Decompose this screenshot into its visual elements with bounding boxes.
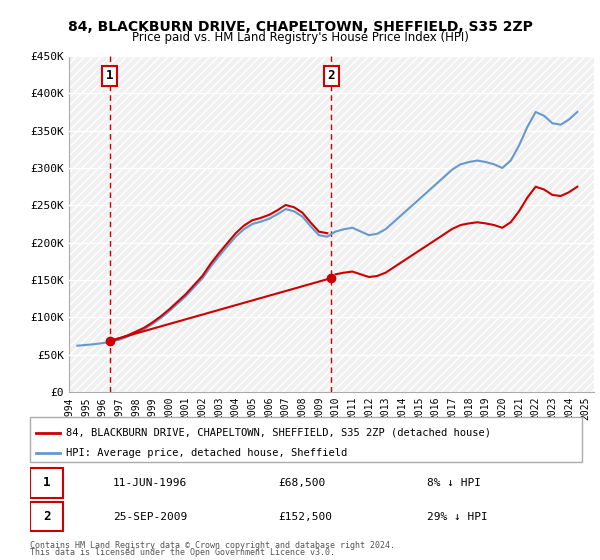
Text: HPI: Average price, detached house, Sheffield: HPI: Average price, detached house, Shef… <box>66 448 347 458</box>
Text: 2: 2 <box>328 69 335 82</box>
Text: 11-JUN-1996: 11-JUN-1996 <box>113 478 187 488</box>
Text: £68,500: £68,500 <box>278 478 326 488</box>
Text: 25-SEP-2009: 25-SEP-2009 <box>113 512 187 521</box>
Text: Contains HM Land Registry data © Crown copyright and database right 2024.: Contains HM Land Registry data © Crown c… <box>30 541 395 550</box>
FancyBboxPatch shape <box>30 502 63 531</box>
Text: 2: 2 <box>43 510 50 523</box>
Text: This data is licensed under the Open Government Licence v3.0.: This data is licensed under the Open Gov… <box>30 548 335 557</box>
Text: 84, BLACKBURN DRIVE, CHAPELTOWN, SHEFFIELD, S35 2ZP: 84, BLACKBURN DRIVE, CHAPELTOWN, SHEFFIE… <box>68 20 532 34</box>
Text: 1: 1 <box>43 477 50 489</box>
Text: 29% ↓ HPI: 29% ↓ HPI <box>427 512 488 521</box>
Text: 84, BLACKBURN DRIVE, CHAPELTOWN, SHEFFIELD, S35 2ZP (detached house): 84, BLACKBURN DRIVE, CHAPELTOWN, SHEFFIE… <box>66 428 491 438</box>
Text: £152,500: £152,500 <box>278 512 332 521</box>
FancyBboxPatch shape <box>30 468 63 498</box>
Text: 1: 1 <box>106 69 113 82</box>
FancyBboxPatch shape <box>30 417 582 462</box>
Text: Price paid vs. HM Land Registry's House Price Index (HPI): Price paid vs. HM Land Registry's House … <box>131 31 469 44</box>
Text: 8% ↓ HPI: 8% ↓ HPI <box>427 478 481 488</box>
